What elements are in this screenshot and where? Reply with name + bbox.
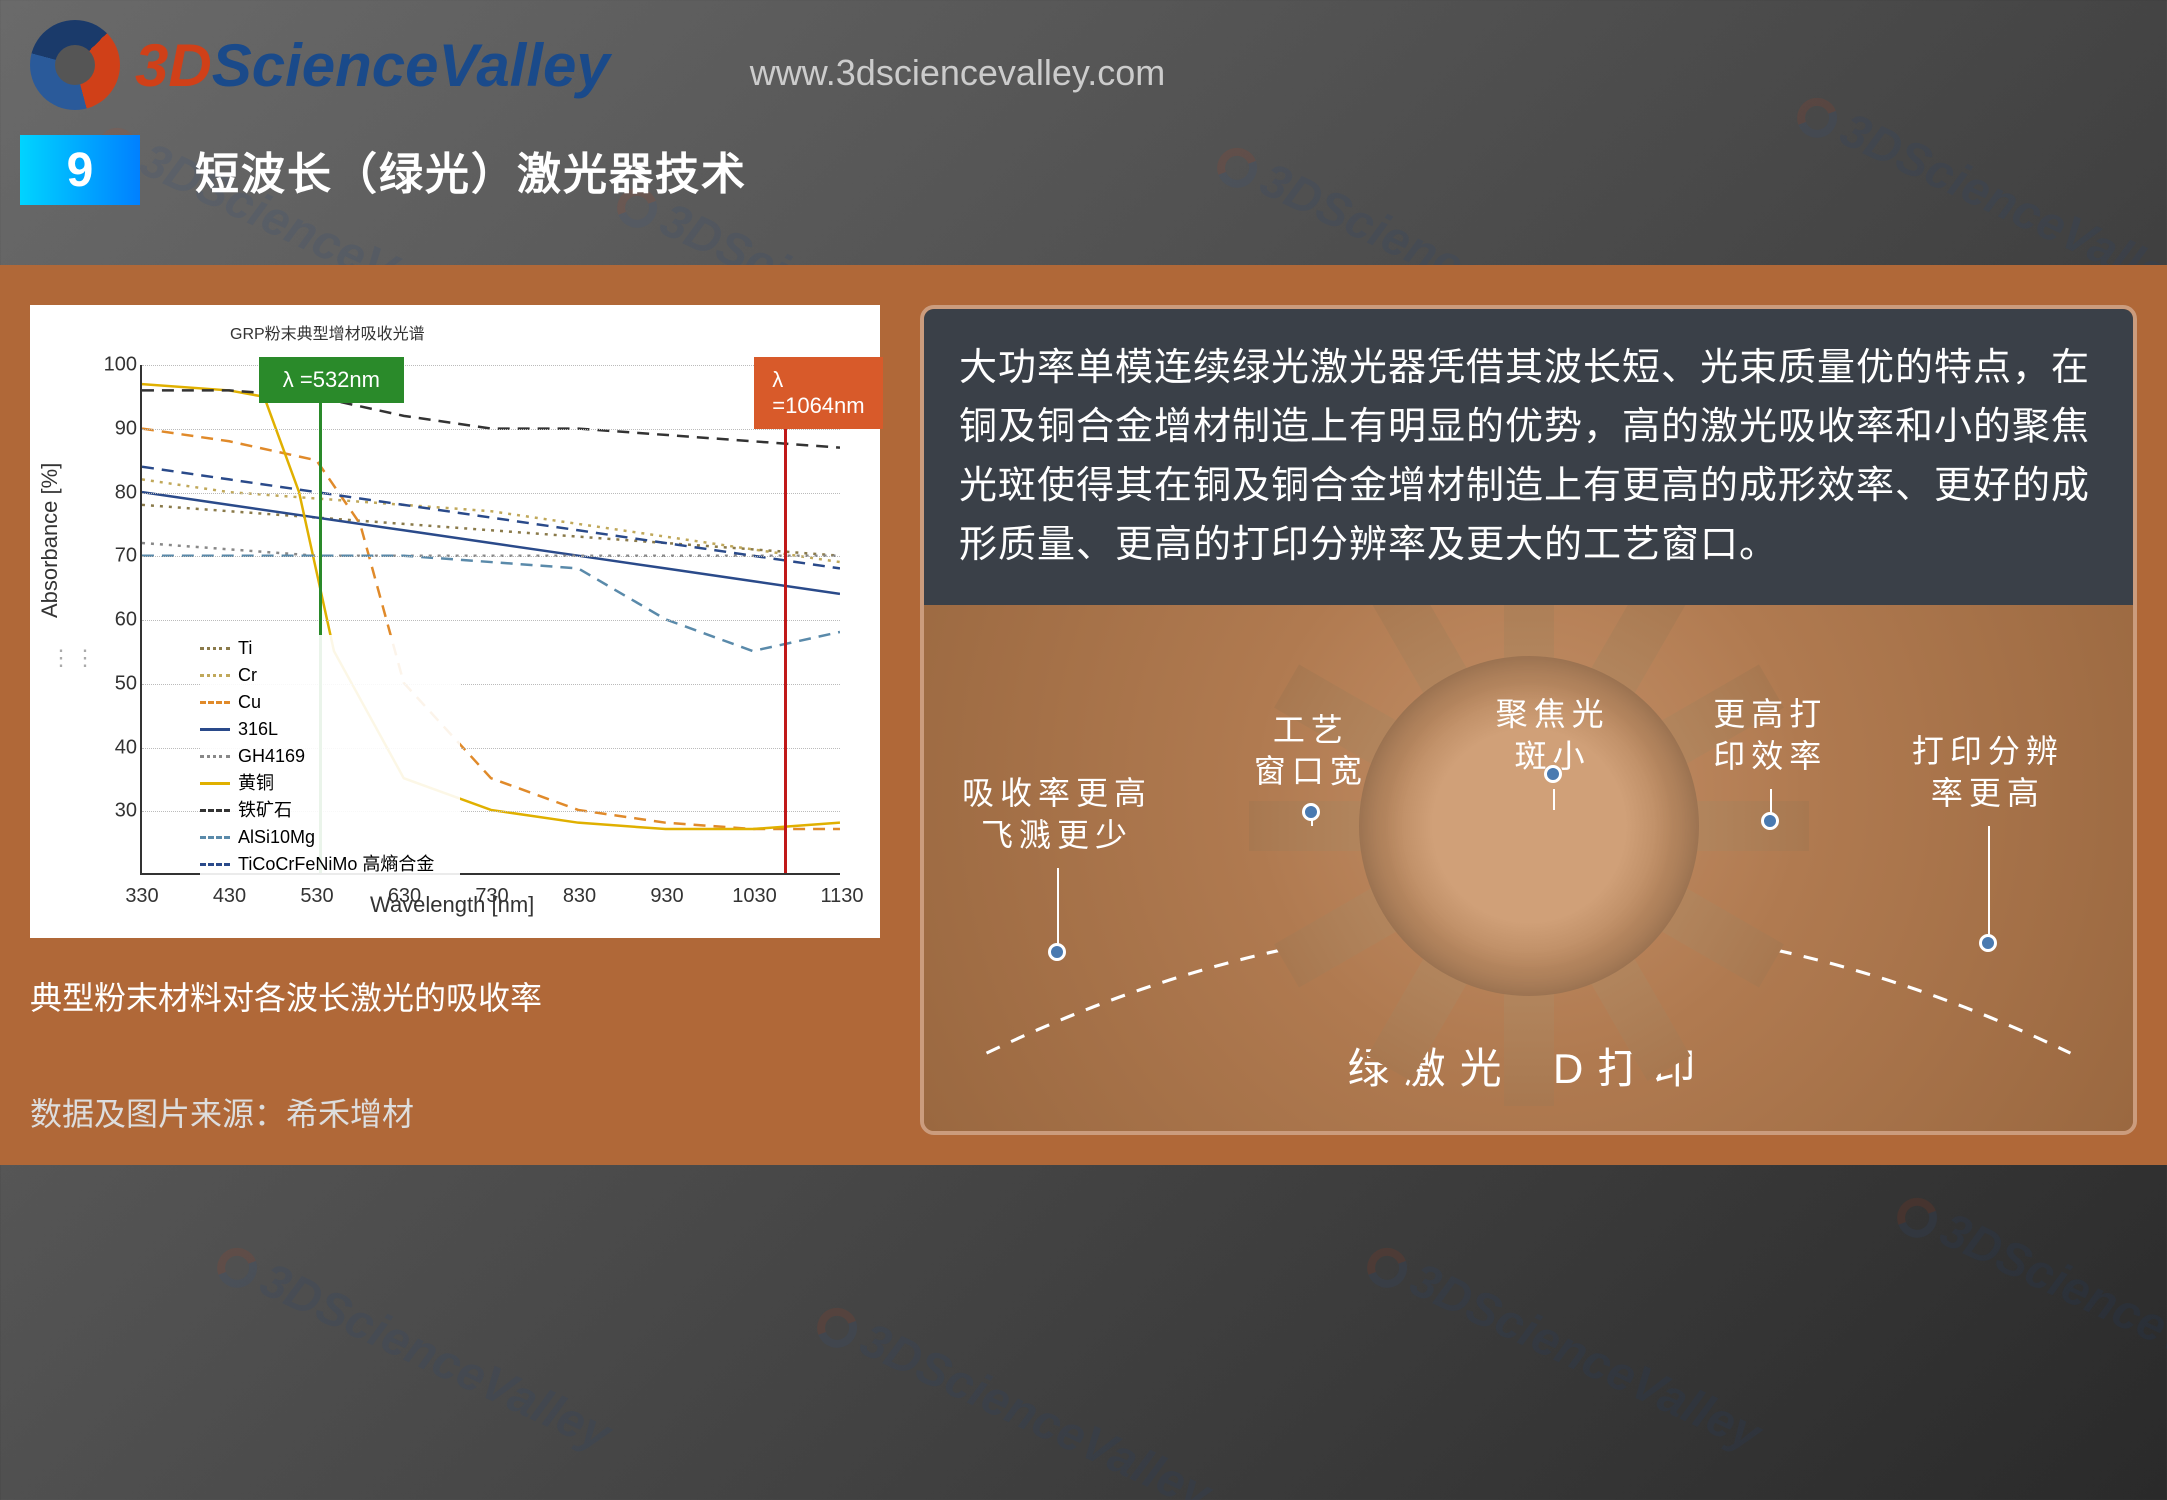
x-tick-label: 1130 <box>820 885 863 908</box>
y-tick-label: 50 <box>92 672 137 695</box>
feature-label: 打印分辨率更高 <box>1912 731 2064 814</box>
series-line <box>142 467 840 569</box>
series-line <box>142 505 840 556</box>
feature-label: 工艺窗口宽 <box>1254 710 1368 793</box>
legend-swatch <box>200 701 230 704</box>
left-column: GRP粉末典型增材吸收光谱 ⋮⋮ Absorbance [%] Waveleng… <box>30 305 880 1135</box>
chart-caption: 典型粉末材料对各波长激光的吸收率 <box>30 973 880 1019</box>
legend-swatch <box>200 647 230 650</box>
gridline <box>142 365 840 366</box>
y-tick-label: 40 <box>92 736 137 759</box>
legend-swatch <box>200 836 230 839</box>
legend-row: TiCoCrFeNiMo 高熵合金 <box>200 851 460 878</box>
legend-label: GH4169 <box>238 743 305 770</box>
y-tick-label: 60 <box>92 609 137 632</box>
slide-header: 3DScienceValley www.3dsciencevalley.com … <box>0 0 2167 205</box>
slide-title: 短波长（绿光）激光器技术 <box>195 138 747 202</box>
legend-label: TiCoCrFeNiMo 高熵合金 <box>238 851 434 878</box>
x-tick-label: 830 <box>563 885 596 908</box>
feature-dot-icon <box>1048 943 1066 961</box>
gridline <box>142 556 840 557</box>
feature-dot-icon <box>1544 765 1562 783</box>
legend-label: Cu <box>238 689 261 716</box>
logo-row: 3DScienceValley www.3dsciencevalley.com <box>30 20 2137 110</box>
x-tick-label: 630 <box>388 885 421 908</box>
legend-row: Ti <box>200 635 460 662</box>
feature-label: 更高打印效率 <box>1713 694 1827 777</box>
legend-label: 铁矿石 <box>238 797 292 824</box>
gridline <box>142 493 840 494</box>
legend-row: AlSi10Mg <box>200 824 460 851</box>
legend-label: Cr <box>238 662 257 689</box>
x-tick-label: 930 <box>650 885 683 908</box>
legend-row: 316L <box>200 716 460 743</box>
logo-icon <box>30 20 120 110</box>
logo-text: 3DScienceValley <box>135 31 610 100</box>
watermark-text: 3DScienceValley <box>208 1232 619 1463</box>
feature-label: 吸收率更高飞溅更少 <box>962 773 1152 856</box>
red-wavelength-label: λ =1064nm <box>754 357 882 429</box>
feature-dot-icon <box>1761 812 1779 830</box>
legend-label: AlSi10Mg <box>238 824 315 851</box>
watermark-text: 3DScienceValley <box>1888 1182 2167 1413</box>
logo-text-a: 3D <box>135 32 212 99</box>
feature-dot-icon <box>1302 803 1320 821</box>
chart-legend: TiCrCu316L GH4169黄铜铁矿石AlSi10MgTiCoCrFeNi… <box>200 635 460 878</box>
legend-label: 黄铜 <box>238 770 274 797</box>
feature-dot-icon <box>1979 934 1997 952</box>
absorbance-chart: GRP粉末典型增材吸收光谱 ⋮⋮ Absorbance [%] Waveleng… <box>30 305 880 938</box>
legend-row: Cu <box>200 689 460 716</box>
legend-label: 316L <box>238 716 278 743</box>
watermark-text: 3DScienceValley <box>808 1292 1219 1500</box>
x-tick-label: 430 <box>213 885 246 908</box>
legend-row: 铁矿石 <box>200 797 460 824</box>
legend-row: Cr <box>200 662 460 689</box>
gridline <box>142 429 840 430</box>
description-text: 大功率单模连续绿光激光器凭借其波长短、光束质量优的特点，在铜及铜合金增材制造上有… <box>924 309 2133 605</box>
feature-connector <box>1057 868 1059 952</box>
x-tick-label: 730 <box>475 885 508 908</box>
content-band: GRP粉末典型增材吸收光谱 ⋮⋮ Absorbance [%] Waveleng… <box>0 265 2167 1165</box>
y-tick-label: 70 <box>92 545 137 568</box>
legend-swatch <box>200 755 230 758</box>
watermark-text: 3DScienceValley <box>1358 1232 1769 1463</box>
brand-url: www.3dsciencevalley.com <box>750 52 1166 94</box>
legend-swatch <box>200 809 230 812</box>
y-tick-label: 30 <box>92 800 137 823</box>
logo-text-b: ScienceValley <box>212 32 610 99</box>
legend-row: GH4169 <box>200 743 460 770</box>
series-line <box>142 390 840 447</box>
red-wavelength-line <box>784 365 787 873</box>
data-source: 数据及图片来源：希禾增材 <box>30 1089 880 1135</box>
title-bar: 9 短波长（绿光）激光器技术 <box>20 135 2137 205</box>
drag-handle-icon: ⋮⋮ <box>50 645 98 671</box>
y-axis-label: Absorbance [%] <box>37 463 63 618</box>
y-tick-label: 80 <box>92 481 137 504</box>
legend-label: Ti <box>238 635 252 662</box>
photo-panel: 绿激光3D打印 吸收率更高飞溅更少工艺窗口宽聚焦光斑小更高打印效率打印分辨率更高 <box>924 605 2133 1131</box>
legend-swatch <box>200 782 230 785</box>
y-tick-label: 90 <box>92 417 137 440</box>
legend-swatch <box>200 863 230 866</box>
legend-swatch <box>200 674 230 677</box>
slide-number: 9 <box>20 135 140 205</box>
gridline <box>142 620 840 621</box>
feature-connector <box>1553 789 1555 810</box>
green-wavelength-label: λ =532nm <box>259 357 404 403</box>
series-line <box>142 492 840 594</box>
right-column: 大功率单模连续绿光激光器凭借其波长短、光束质量优的特点，在铜及铜合金增材制造上有… <box>920 305 2137 1135</box>
legend-swatch <box>200 728 230 731</box>
chart-small-title: GRP粉末典型增材吸收光谱 <box>230 320 425 344</box>
x-tick-label: 530 <box>300 885 333 908</box>
legend-row: 黄铜 <box>200 770 460 797</box>
y-tick-label: 100 <box>92 354 137 377</box>
x-tick-label: 330 <box>125 885 158 908</box>
feature-connector <box>1988 826 1990 943</box>
x-tick-label: 1030 <box>732 885 777 908</box>
